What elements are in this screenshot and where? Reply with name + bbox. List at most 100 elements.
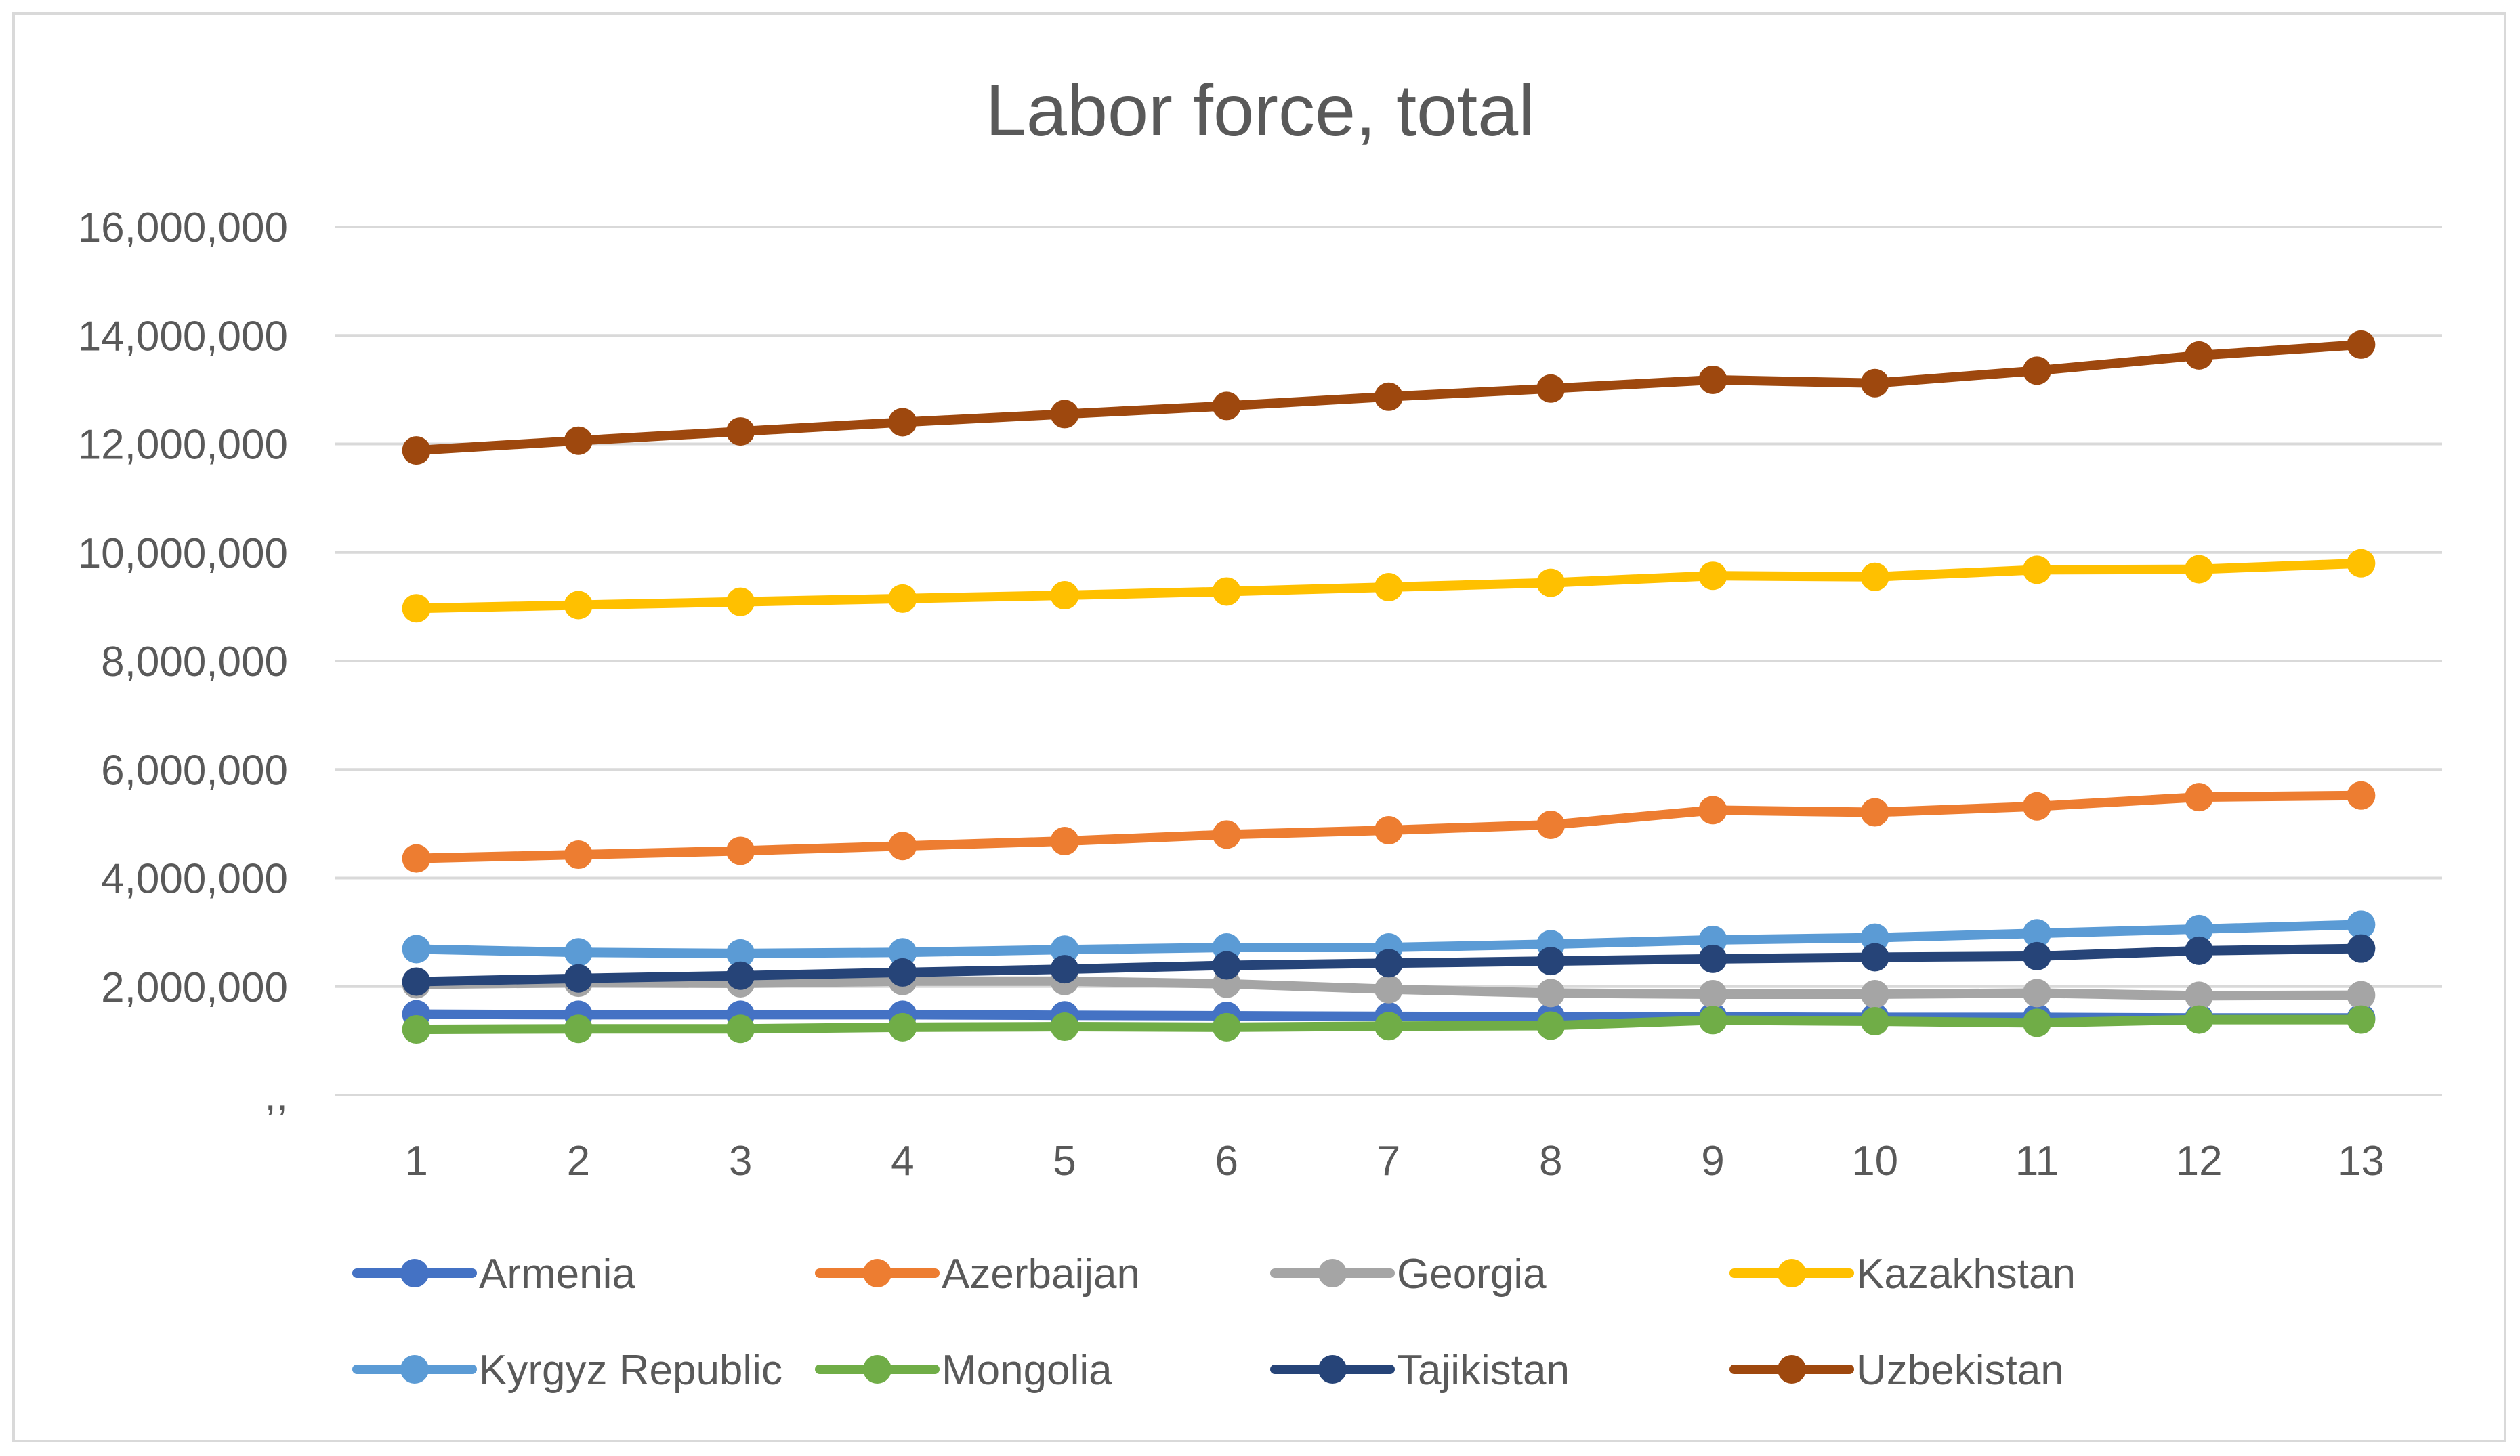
- legend-item-armenia: Armenia: [352, 1251, 635, 1298]
- data-point-georgia: [2185, 981, 2214, 1010]
- data-point-georgia: [1536, 979, 1566, 1008]
- data-point-uzbekistan: [1212, 391, 1241, 421]
- x-axis-tick-labels: 1 2 3 4 5 6 7 8 9 10 11 12 13: [404, 1138, 2384, 1184]
- legend-item-azerbaijan: Azerbaijan: [815, 1251, 1140, 1298]
- data-point-uzbekistan: [1536, 374, 1566, 403]
- legend-label: Georgia: [1397, 1251, 1547, 1298]
- y-tick-label: 16,000,000: [78, 205, 288, 251]
- legend-item-kazakhstan: Kazakhstan: [1729, 1251, 2076, 1298]
- data-point-kyrgyz-republic: [2185, 914, 2214, 943]
- data-point-azerbaijan: [1374, 815, 1403, 844]
- data-point-kyrgyz-republic: [1860, 923, 1889, 952]
- data-point-azerbaijan: [1212, 820, 1241, 849]
- data-point-uzbekistan: [402, 436, 431, 465]
- data-point-tajikistan: [2185, 936, 2214, 965]
- data-point-georgia: [1698, 979, 1727, 1008]
- legend-label: Uzbekistan: [1856, 1347, 2064, 1394]
- data-point-azerbaijan: [888, 832, 917, 861]
- data-point-georgia: [2022, 979, 2051, 1008]
- legend-label: Kyrgyz Republic: [479, 1347, 782, 1394]
- x-tick-label: 6: [1215, 1138, 1238, 1184]
- data-point-mongolia: [1536, 1011, 1566, 1040]
- data-point-uzbekistan: [2185, 341, 2214, 370]
- data-point-kazakhstan: [888, 584, 917, 613]
- series-mongolia: [402, 1005, 2376, 1044]
- data-point-kazakhstan: [564, 591, 593, 620]
- data-point-kazakhstan: [1050, 581, 1079, 610]
- data-point-uzbekistan: [1698, 365, 1727, 394]
- series-lines: [402, 330, 2376, 1044]
- data-point-azerbaijan: [2022, 792, 2051, 821]
- legend-item-mongolia: Mongolia: [815, 1347, 1112, 1394]
- data-point-kyrgyz-republic: [402, 935, 431, 964]
- series-uzbekistan: [402, 330, 2376, 465]
- data-point-azerbaijan: [2347, 781, 2376, 810]
- data-point-kyrgyz-republic: [2347, 910, 2376, 939]
- legend-label: Kazakhstan: [1856, 1251, 2076, 1298]
- series-kazakhstan: [402, 549, 2376, 623]
- data-point-tajikistan: [1536, 947, 1566, 976]
- data-point-kazakhstan: [1212, 577, 1241, 606]
- legend-marker: [863, 1259, 891, 1287]
- y-tick-label: 12,000,000: [78, 422, 288, 469]
- x-tick-label: 11: [2015, 1138, 2059, 1184]
- data-point-azerbaijan: [726, 836, 755, 865]
- legend-item-georgia: Georgia: [1270, 1251, 1547, 1298]
- legend-label: Armenia: [479, 1251, 635, 1298]
- data-point-tajikistan: [1374, 949, 1403, 978]
- data-point-georgia: [1374, 975, 1403, 1004]
- legend-marker: [1778, 1259, 1806, 1287]
- series-azerbaijan: [402, 781, 2376, 873]
- y-tick-label: 10,000,000: [78, 530, 288, 577]
- data-point-kazakhstan: [1860, 562, 1889, 591]
- data-point-uzbekistan: [1374, 382, 1403, 411]
- data-point-azerbaijan: [2185, 783, 2214, 812]
- data-point-kyrgyz-republic: [888, 938, 917, 967]
- data-point-tajikistan: [1212, 951, 1241, 980]
- y-tick-label: 4,000,000: [101, 856, 288, 903]
- legend-marker: [400, 1355, 429, 1384]
- legend-item-uzbekistan: Uzbekistan: [1729, 1347, 2064, 1394]
- data-point-azerbaijan: [1050, 827, 1079, 856]
- legend-marker: [863, 1355, 891, 1384]
- x-tick-label: 7: [1377, 1138, 1400, 1184]
- data-point-kyrgyz-republic: [1050, 935, 1079, 964]
- x-tick-label: 12: [2176, 1138, 2223, 1184]
- data-point-azerbaijan: [402, 844, 431, 873]
- data-point-uzbekistan: [2347, 330, 2376, 359]
- series-tajikistan: [402, 934, 2376, 996]
- legend-label: Tajikistan: [1397, 1347, 1570, 1394]
- chart-area: [12, 12, 2506, 1442]
- data-point-kyrgyz-republic: [726, 939, 755, 968]
- data-point-tajikistan: [1860, 943, 1889, 972]
- data-point-azerbaijan: [1536, 810, 1566, 839]
- data-point-mongolia: [1212, 1012, 1241, 1042]
- y-axis-tick-labels: ,, 2,000,000 4,000,000 6,000,000 8,000,000 10…: [78, 205, 288, 1119]
- data-point-mongolia: [564, 1014, 593, 1044]
- legend-label: Mongolia: [942, 1347, 1112, 1394]
- legend-marker: [1318, 1259, 1347, 1287]
- data-point-uzbekistan: [888, 408, 917, 437]
- data-point-tajikistan: [564, 964, 593, 993]
- legend-marker: [1318, 1355, 1347, 1384]
- data-point-kazakhstan: [1536, 568, 1566, 597]
- x-tick-label: 13: [2338, 1138, 2385, 1184]
- data-point-tajikistan: [2347, 934, 2376, 963]
- data-point-uzbekistan: [1050, 400, 1079, 429]
- chart-title: Labor force, total: [986, 69, 1534, 151]
- data-point-tajikistan: [2022, 941, 2051, 970]
- data-point-mongolia: [1860, 1007, 1889, 1036]
- data-point-kyrgyz-republic: [564, 938, 593, 967]
- data-point-uzbekistan: [2022, 356, 2051, 385]
- data-point-kyrgyz-republic: [2022, 919, 2051, 948]
- y-tick-label: 6,000,000: [101, 747, 288, 794]
- x-tick-label: 4: [891, 1138, 914, 1184]
- x-tick-label: 2: [567, 1138, 590, 1184]
- x-tick-label: 9: [1701, 1138, 1724, 1184]
- data-point-georgia: [1860, 979, 1889, 1008]
- x-tick-label: 3: [729, 1138, 752, 1184]
- data-point-mongolia: [726, 1014, 755, 1044]
- data-point-mongolia: [1698, 1006, 1727, 1035]
- legend-item-tajikistan: Tajikistan: [1270, 1347, 1570, 1394]
- data-point-azerbaijan: [564, 840, 593, 870]
